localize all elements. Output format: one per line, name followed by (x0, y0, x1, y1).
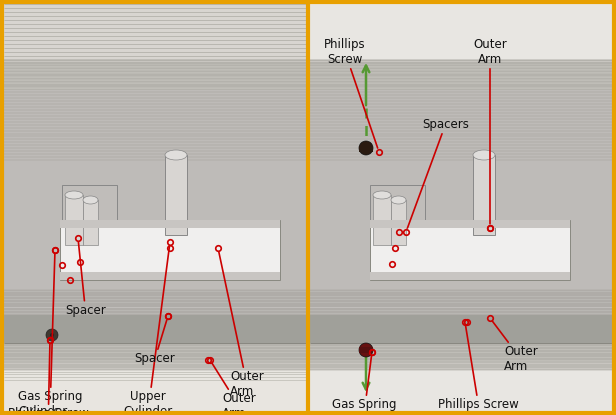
Bar (83, 200, 98, 245)
Bar (62, 185, 117, 260)
Bar (60, 272, 280, 280)
Text: Spacers: Spacers (407, 118, 469, 228)
Ellipse shape (391, 196, 406, 204)
Bar (4, 4, 306, 204)
Bar (310, 315, 612, 343)
Bar (4, 60, 306, 90)
Bar (310, 340, 612, 370)
Bar (4, 90, 306, 290)
Text: Gas Spring
Cylinder: Gas Spring Cylinder (18, 254, 83, 415)
Bar (310, 290, 612, 320)
Bar (60, 220, 280, 280)
Text: Spacer: Spacer (65, 242, 106, 317)
Ellipse shape (165, 150, 187, 160)
Bar (310, 60, 612, 90)
Bar (391, 200, 406, 245)
Bar (370, 272, 570, 280)
Bar (370, 185, 425, 260)
Ellipse shape (83, 196, 98, 204)
Text: Gas Spring
Cylinder: Gas Spring Cylinder (332, 356, 397, 415)
Text: Outer
Arm: Outer Arm (213, 364, 256, 415)
Bar (370, 220, 570, 228)
Text: Outer
Arm: Outer Arm (473, 38, 507, 224)
Bar (310, 4, 612, 411)
Text: Outer
Arm: Outer Arm (219, 252, 264, 398)
Circle shape (46, 329, 58, 341)
Bar (473, 155, 495, 235)
Bar (4, 340, 306, 370)
Bar (310, 4, 612, 411)
Bar (65, 195, 83, 245)
Text: Phillips Screw: Phillips Screw (438, 326, 519, 411)
Bar (310, 90, 612, 290)
Bar (165, 155, 187, 235)
Bar (4, 300, 306, 380)
Bar (60, 220, 280, 228)
Text: Outer
Arm: Outer Arm (493, 321, 538, 373)
Bar (370, 220, 570, 280)
Bar (373, 195, 391, 245)
Circle shape (50, 333, 54, 337)
Bar (4, 200, 306, 340)
Text: Phillips
Screw: Phillips Screw (324, 38, 378, 148)
Ellipse shape (473, 150, 495, 160)
Circle shape (359, 343, 373, 357)
Ellipse shape (373, 191, 391, 199)
Bar (4, 60, 306, 190)
Bar (4, 4, 306, 411)
Text: Phillips Screw: Phillips Screw (8, 344, 89, 415)
Bar (359, 347, 373, 353)
Bar (4, 355, 306, 411)
Text: Upper
Cylinder
Pin: Upper Cylinder Pin (123, 246, 172, 415)
Text: Spacer: Spacer (135, 320, 176, 365)
Bar (359, 146, 373, 152)
Bar (4, 315, 306, 343)
Bar (310, 165, 612, 200)
Ellipse shape (65, 191, 83, 199)
Bar (4, 290, 306, 320)
Bar (4, 165, 306, 200)
Circle shape (359, 141, 373, 155)
